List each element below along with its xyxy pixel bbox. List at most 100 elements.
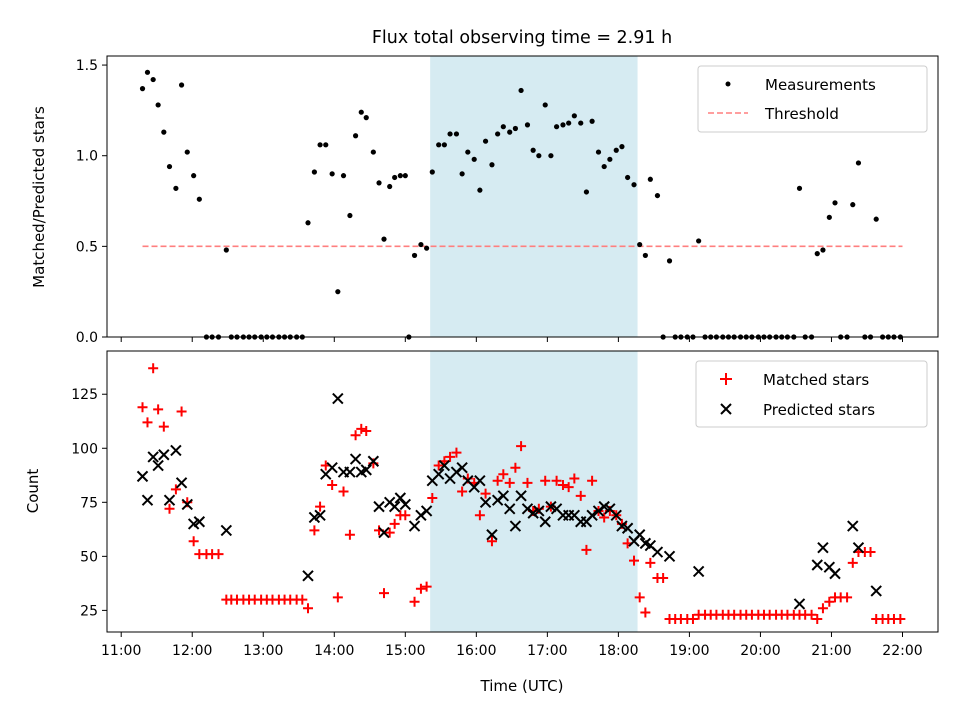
bottom-ytick-label: 100	[71, 441, 98, 457]
measurement-point	[850, 202, 856, 208]
matched-star-point	[865, 547, 876, 558]
matched-star-point	[327, 480, 338, 491]
measurement-point	[631, 182, 637, 188]
top-legend: Measurements Threshold	[697, 65, 928, 133]
matched-star-point	[297, 594, 308, 605]
predicted-star-point	[399, 498, 412, 511]
matched-star-point	[433, 460, 444, 471]
predicted-star-point	[497, 490, 510, 502]
predicted-star-point	[326, 462, 338, 474]
measurement-point	[553, 124, 560, 130]
measurement-point	[642, 252, 648, 259]
measurement-point	[820, 247, 826, 253]
measurement-point	[666, 258, 673, 264]
measurement-point	[471, 156, 477, 162]
matched-star-point	[687, 614, 698, 625]
matched-star-point	[356, 423, 367, 434]
measurement-point	[542, 102, 548, 108]
measurement-point	[500, 124, 506, 130]
matched-star-point	[474, 510, 485, 521]
measurement-point	[571, 113, 577, 119]
matched-star-point	[581, 544, 592, 555]
measurement-point	[796, 185, 803, 191]
bottom-legend: Matched stars Predicted stars	[695, 360, 928, 428]
bottom-xtick-label: 19:00	[669, 643, 709, 659]
chart-title: Flux total observing time = 2.91 h	[372, 28, 672, 48]
matched-star-point	[817, 603, 828, 614]
bottom-xtick-label: 14:00	[314, 643, 354, 659]
measurement-point	[489, 162, 495, 168]
bottom-ytick-label: 75	[80, 495, 98, 511]
bottom-xtick-label: 18:00	[598, 643, 638, 659]
predicted-star-point	[621, 522, 634, 534]
matched-star-point	[142, 417, 153, 428]
predicted-star-point	[509, 520, 522, 532]
measurement-point	[625, 174, 631, 181]
predicted-star-point	[175, 477, 188, 489]
measurement-point	[166, 163, 173, 170]
matched-star-point	[148, 363, 159, 374]
measurement-point	[191, 173, 197, 179]
matched-star-point	[303, 603, 314, 614]
matched-star-point	[309, 525, 320, 536]
matched-star-point	[540, 475, 551, 486]
predicted-star-point	[367, 455, 380, 467]
predicted-star-point	[420, 505, 433, 517]
predicted-star-point	[147, 451, 159, 463]
predicted-star-point	[438, 459, 451, 472]
predicted-star-point	[432, 468, 445, 480]
top-ytick-label: 0.5	[76, 239, 98, 255]
measurement-point	[637, 241, 643, 248]
matched-star-point	[213, 549, 224, 560]
matched-star-point	[569, 473, 580, 484]
measurement-point	[855, 160, 862, 166]
predicted-star-point	[504, 503, 516, 515]
measurement-point	[387, 183, 393, 190]
measurement-point	[150, 76, 156, 83]
predicted-star-point	[360, 464, 372, 476]
top-legend-box	[697, 65, 928, 133]
bottom-xlabel: Time (UTC)	[480, 677, 564, 695]
measurement-point	[155, 102, 161, 108]
matched-star-point	[315, 501, 326, 512]
matched-star-point	[350, 430, 361, 441]
matched-star-point	[498, 469, 509, 480]
measurement-point	[524, 122, 531, 128]
measurement-point	[139, 86, 146, 92]
legend-predicted-label: Predicted stars	[763, 401, 875, 419]
matched-star-point	[137, 402, 148, 413]
predicted-star-point	[388, 500, 401, 513]
measurement-point	[329, 171, 335, 177]
predicted-star-point	[633, 529, 646, 541]
predicted-star-point	[610, 509, 622, 521]
matched-star-point	[421, 581, 432, 592]
matched-star-point	[344, 529, 355, 540]
measurement-point	[352, 133, 359, 139]
top-highlight-span	[430, 56, 638, 337]
predicted-star-point	[663, 550, 676, 563]
measurement-point	[507, 129, 513, 135]
measurement-point	[518, 87, 524, 94]
matched-star-point	[563, 482, 574, 493]
measurement-point	[477, 187, 483, 193]
predicted-star-point	[141, 494, 154, 506]
measurement-point	[424, 245, 430, 251]
predicted-star-point	[332, 392, 344, 405]
matched-star-point	[895, 614, 906, 625]
measurement-point	[335, 289, 341, 295]
predicted-star-point	[539, 516, 551, 528]
bottom-xtick-label: 21:00	[811, 643, 851, 659]
predicted-star-point	[479, 496, 492, 509]
matched-star-point	[522, 477, 533, 488]
measurement-point	[601, 163, 607, 170]
matched-star-point	[427, 492, 438, 503]
matched-star-point	[409, 596, 420, 607]
predicted-star-point	[533, 505, 545, 517]
predicted-star-point	[456, 462, 468, 474]
predicted-star-point	[486, 529, 498, 541]
bottom-ytick-label: 125	[71, 387, 98, 403]
measurement-point	[560, 122, 566, 128]
top-ylabel: Matched/Predicted stars	[30, 106, 48, 288]
measurement-point	[832, 200, 838, 206]
top-ytick-label: 0.0	[76, 330, 98, 346]
